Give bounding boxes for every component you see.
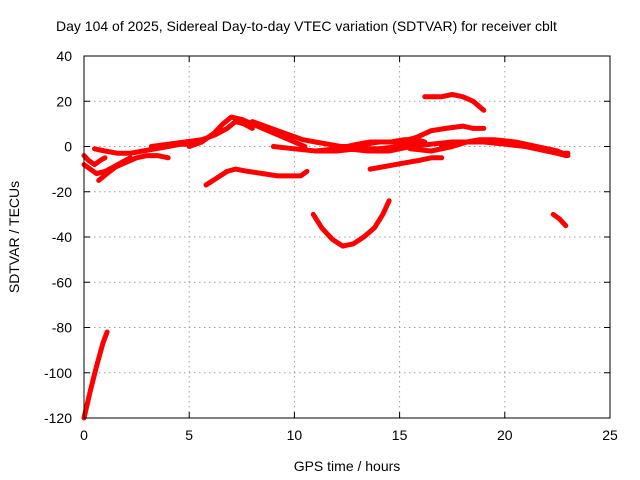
grid (84, 56, 610, 418)
x-axis-label: GPS time / hours (294, 458, 401, 474)
series-track-7 (186, 114, 308, 149)
plot-frame (83, 55, 611, 419)
x-tick-label: 10 (287, 427, 303, 443)
y-tick-label: -20 (52, 184, 72, 200)
series-track-15 (439, 139, 571, 156)
chart-title: Day 104 of 2025, Sidereal Day-to-day VTE… (56, 18, 557, 34)
y-tick-label: 40 (56, 48, 72, 64)
x-tick-label: 0 (80, 427, 88, 443)
y-tick-label: -40 (52, 229, 72, 245)
y-tick-label: -120 (44, 410, 72, 426)
y-tick-label: -60 (52, 274, 72, 290)
series-track-19 (550, 211, 569, 229)
x-tick-label: 25 (602, 427, 618, 443)
series-track-12 (397, 123, 487, 145)
data-series (81, 92, 571, 421)
y-axis-label: SDTVAR / TECUs (6, 181, 22, 293)
y-tick-label: -100 (44, 365, 72, 381)
series-track-13 (422, 92, 487, 113)
axis-ticks: 0 5 10 15 20 25 -120 -100 -80 -60 -40 -20 0 20 40 (44, 48, 618, 443)
x-tick-label: 5 (185, 427, 193, 443)
x-tick-label: 20 (497, 427, 513, 443)
series-track-10 (312, 139, 424, 154)
series-track-3 (81, 153, 108, 168)
y-tick-label: 0 (64, 139, 72, 155)
series-track-18 (310, 198, 392, 249)
y-tick-label: -80 (52, 320, 72, 336)
y-tick-label: 20 (56, 93, 72, 109)
series-track-1 (81, 329, 110, 421)
x-tick-label: 15 (392, 427, 408, 443)
series-track-4 (96, 153, 171, 183)
series-track-17 (367, 155, 445, 172)
series-track-16 (203, 166, 310, 188)
